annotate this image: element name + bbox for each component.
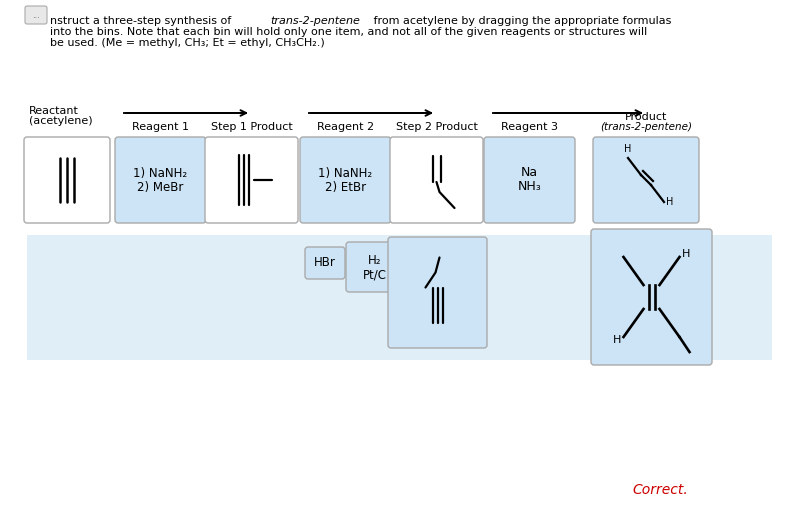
Text: 2) MeBr: 2) MeBr	[138, 181, 184, 193]
Text: ...: ...	[32, 10, 40, 19]
Text: Reagent 2: Reagent 2	[317, 122, 374, 132]
Text: trans-2-pentene: trans-2-pentene	[270, 16, 360, 26]
FancyBboxPatch shape	[24, 137, 110, 223]
Text: (trans-2-pentene): (trans-2-pentene)	[600, 122, 692, 132]
Text: Reagent 1: Reagent 1	[132, 122, 189, 132]
Text: H: H	[624, 144, 632, 154]
Text: Pt/C: Pt/C	[363, 268, 387, 282]
Text: NH₃: NH₃	[518, 181, 542, 193]
Text: Product: Product	[625, 112, 667, 122]
FancyBboxPatch shape	[484, 137, 575, 223]
Text: Reactant: Reactant	[29, 106, 79, 116]
Text: Step 1 Product: Step 1 Product	[210, 122, 292, 132]
FancyBboxPatch shape	[388, 237, 487, 348]
Text: H: H	[682, 249, 690, 259]
Text: (acetylene): (acetylene)	[29, 116, 93, 126]
Text: HBr: HBr	[314, 256, 336, 269]
FancyBboxPatch shape	[25, 6, 47, 24]
Text: Reagent 3: Reagent 3	[501, 122, 558, 132]
Text: nstruct a three-step synthesis of: nstruct a three-step synthesis of	[50, 16, 234, 26]
FancyBboxPatch shape	[205, 137, 298, 223]
FancyBboxPatch shape	[591, 229, 712, 365]
Text: from acetylene by dragging the appropriate formulas: from acetylene by dragging the appropria…	[370, 16, 671, 26]
Text: Step 2 Product: Step 2 Product	[395, 122, 478, 132]
Text: be used. (Me = methyl, CH₃; Et = ethyl, CH₃CH₂.): be used. (Me = methyl, CH₃; Et = ethyl, …	[50, 38, 325, 48]
Text: 1) NaNH₂: 1) NaNH₂	[134, 167, 187, 180]
FancyBboxPatch shape	[115, 137, 206, 223]
FancyBboxPatch shape	[593, 137, 699, 223]
Text: 1) NaNH₂: 1) NaNH₂	[318, 167, 373, 180]
FancyBboxPatch shape	[305, 247, 345, 279]
Text: H₂: H₂	[368, 254, 382, 267]
Text: H: H	[613, 335, 622, 345]
Text: Na: Na	[521, 167, 538, 180]
Text: into the bins. Note that each bin will hold only one item, and not all of the gi: into the bins. Note that each bin will h…	[50, 27, 647, 37]
FancyBboxPatch shape	[346, 242, 404, 292]
FancyBboxPatch shape	[390, 137, 483, 223]
Text: Correct.: Correct.	[632, 483, 688, 497]
Text: H: H	[666, 197, 674, 207]
Text: 2) EtBr: 2) EtBr	[325, 181, 366, 193]
Bar	[27, 235, 772, 360]
FancyBboxPatch shape	[300, 137, 391, 223]
